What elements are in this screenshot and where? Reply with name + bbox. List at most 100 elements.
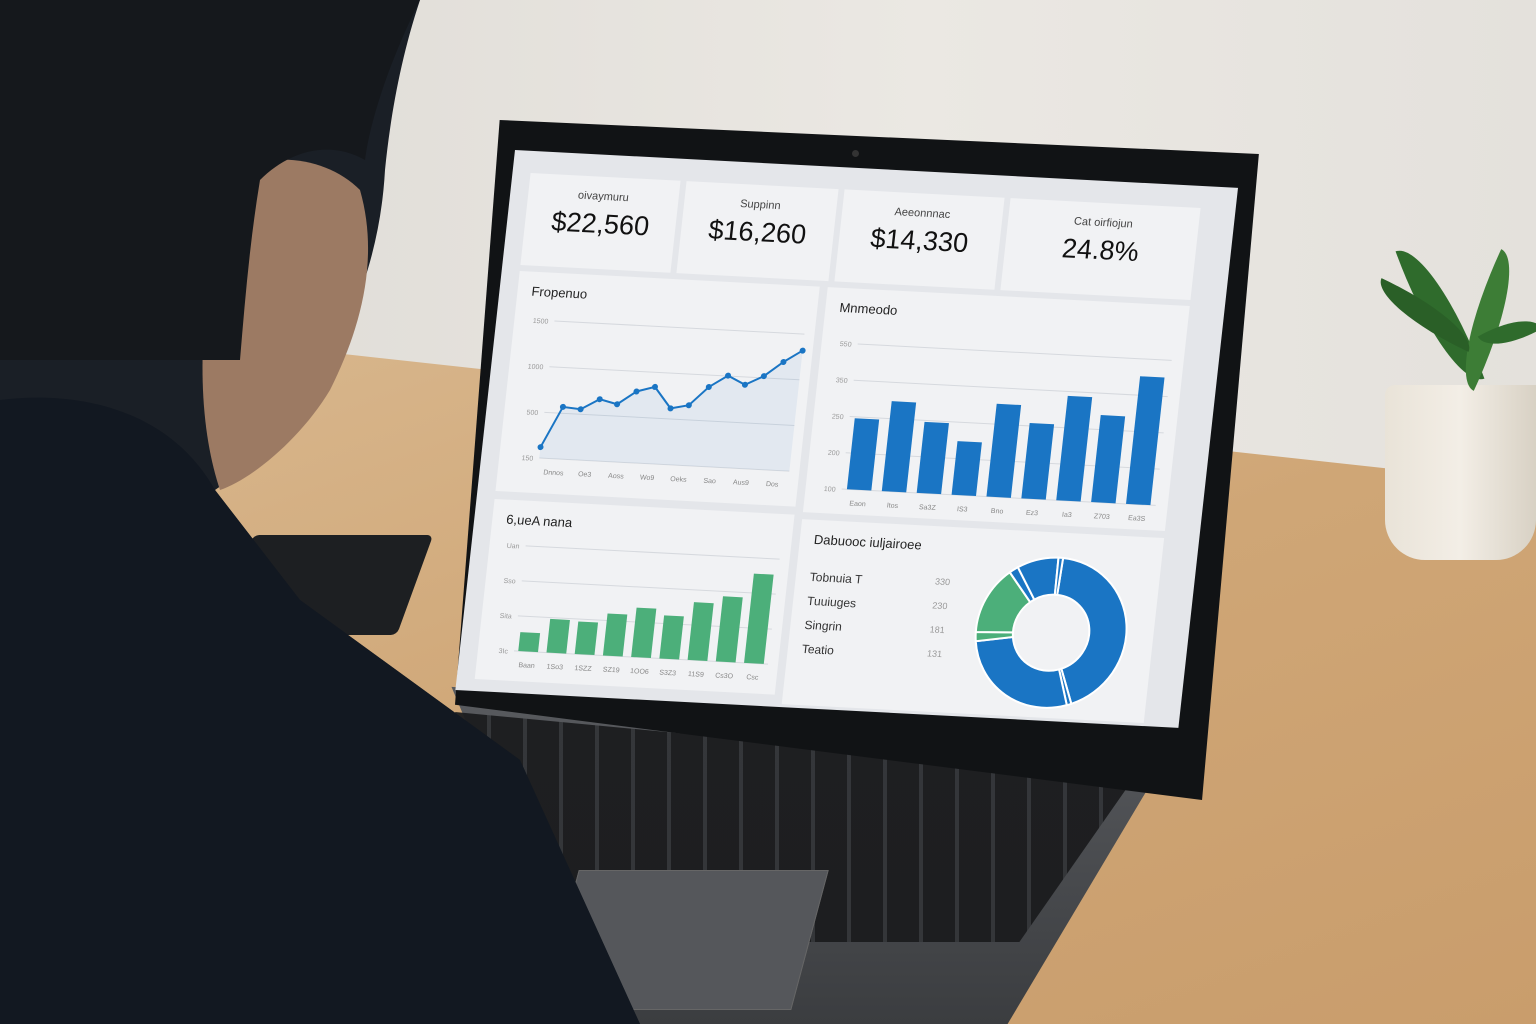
data-point — [559, 403, 566, 410]
data-point — [596, 396, 603, 403]
bar — [916, 421, 949, 495]
legend-value: 330 — [934, 576, 951, 588]
gridline — [525, 545, 780, 560]
kpi-label: Aeeonnnac — [893, 206, 951, 222]
x-tick-label: IS3 — [957, 506, 968, 514]
donut-slice — [1053, 556, 1065, 596]
x-tick-label: Aoss — [608, 473, 625, 481]
bar — [951, 441, 982, 497]
legend-label: Tuuiuges — [806, 593, 857, 611]
bar — [1091, 415, 1126, 504]
data-point — [780, 358, 787, 365]
x-tick-label: Bno — [990, 508, 1003, 516]
x-tick-label: Ia3 — [1062, 512, 1073, 519]
x-tick-label: 1So3 — [546, 664, 563, 672]
x-tick-label: Csc — [746, 674, 759, 682]
data-point — [705, 383, 712, 391]
x-tick-label: 1OO6 — [630, 668, 650, 676]
x-tick-label: Ea3S — [1128, 515, 1146, 523]
bar — [602, 613, 628, 657]
bar — [986, 403, 1022, 498]
gridline — [857, 343, 1172, 361]
bar — [631, 607, 657, 659]
x-tick-label: Itos — [886, 502, 899, 510]
x-tick-label: Baan — [518, 662, 535, 670]
data-point — [633, 388, 640, 395]
bar — [1021, 422, 1055, 500]
x-tick-label: Dos — [765, 481, 779, 489]
bar — [881, 401, 917, 493]
y-tick-label: 350 — [835, 377, 848, 385]
donut-chart-panel: Dabuooc iuljairoee Tobnuia T 330 Tuuiuges… — [781, 519, 1165, 724]
legend-label: Tobnuia T — [809, 569, 864, 587]
donut-legend: Tobnuia T 330 Tuuiuges 230 Singrin 181 Teat… — [801, 570, 950, 663]
data-point — [685, 402, 692, 409]
data-point — [667, 405, 674, 412]
gridline — [549, 366, 800, 381]
legend-value: 131 — [926, 648, 943, 660]
kpi-card: Suppinn $16,260 — [676, 181, 839, 282]
x-tick-label: Sa3Z — [919, 504, 937, 512]
donut-chart — [974, 556, 1128, 709]
data-point — [651, 383, 658, 390]
x-tick-label: Wo9 — [640, 474, 655, 482]
bar — [846, 418, 880, 491]
kpi-label: Suppinn — [739, 198, 782, 213]
data-point — [799, 347, 806, 354]
legend-item: Singrin 181 — [804, 618, 946, 639]
gridline — [521, 580, 776, 595]
y-tick-label: 1500 — [532, 318, 548, 326]
x-tick-label: Ez3 — [1026, 510, 1039, 518]
data-point — [577, 406, 584, 413]
line-chart: 1500 1000 500 150 Dnnos Oe3 Aoss Wo9 Oeks Sao Aus9… — [521, 318, 806, 489]
kpi-value: $16,260 — [706, 214, 808, 250]
webcam — [852, 150, 859, 157]
kpi-value: $14,330 — [868, 223, 970, 259]
y-tick-label: Sita — [499, 613, 512, 621]
y-tick-label: 550 — [839, 341, 852, 349]
bar — [687, 602, 714, 661]
data-point — [725, 372, 732, 379]
gridline — [539, 457, 790, 472]
data-point — [614, 401, 621, 408]
gridline — [544, 411, 795, 426]
bar — [1126, 376, 1165, 506]
bar-chart: Uan Sso Sita 3Ic Baan 1So3 1SZZ SZ19 1OO6 S3Z3 11S… — [498, 543, 780, 682]
y-tick-label: 100 — [823, 486, 836, 494]
gridline — [853, 379, 1168, 398]
legend-value: 181 — [929, 624, 946, 636]
y-tick-label: 250 — [831, 414, 844, 422]
bar-chart: 550 350 250 200 100 Eaon Itos Sa3Z IS3 Bno Ez3 Ia3 Z… — [823, 341, 1172, 523]
x-tick-label: Cs3O — [715, 672, 734, 680]
y-tick-label: Sso — [503, 578, 516, 586]
y-tick-label: 1000 — [527, 364, 543, 372]
x-tick-label: Sao — [703, 478, 716, 486]
legend-value: 230 — [931, 600, 948, 612]
kpi-value: 24.8% — [1060, 233, 1141, 268]
legend-item: Tuuiuges 230 — [806, 594, 948, 615]
x-tick-label: S3Z3 — [659, 670, 677, 678]
legend-label: Teatio — [801, 641, 835, 658]
line-chart-panel: Fropenuo 1500 1000 500 150 Dnnos Oe3 Aoss Wo9 Oe… — [495, 270, 820, 507]
bar — [574, 621, 599, 656]
dashboard-screen: oivaymuru $22,560 Suppinn $16,260 Aeeonn… — [455, 150, 1239, 728]
x-tick-label: Eaon — [849, 500, 866, 508]
x-tick-label: Oe3 — [578, 471, 592, 479]
x-tick-label: Z703 — [1093, 513, 1110, 521]
legend-label: Singrin — [803, 617, 843, 634]
donut-slice — [974, 635, 1068, 709]
x-tick-label: Dnnos — [543, 469, 564, 477]
panel-title: Mnmeodo — [838, 299, 899, 318]
bar — [659, 615, 684, 660]
data-point — [760, 373, 767, 380]
gridline — [554, 320, 805, 335]
x-tick-label: Oeks — [670, 476, 688, 484]
x-tick-label: SZ19 — [602, 667, 620, 675]
kpi-card: Cat oirfiojun 24.8% — [1000, 198, 1201, 301]
bar — [715, 596, 743, 663]
bar — [744, 573, 774, 664]
donut-slice — [1056, 556, 1128, 706]
bar — [518, 632, 541, 653]
y-tick-label: 150 — [521, 455, 534, 463]
green-bar-chart-panel: 6,ueA nana Uan Sso Sita 3Ic Baan 1So3 1SZZ SZ19… — [474, 498, 795, 695]
